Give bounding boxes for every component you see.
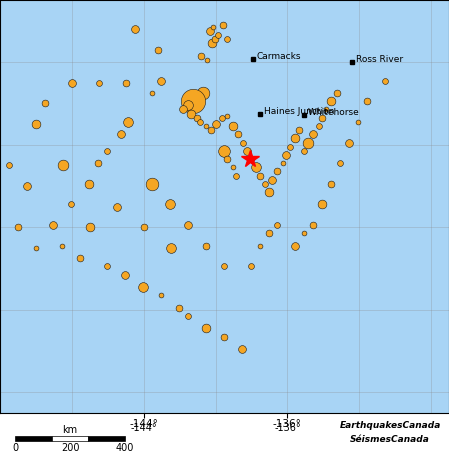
Text: -144°: -144° bbox=[129, 419, 158, 429]
Text: 0: 0 bbox=[12, 443, 18, 453]
Text: -136°: -136° bbox=[273, 419, 302, 429]
Text: SéismesCanada: SéismesCanada bbox=[350, 435, 430, 443]
Text: Ross River: Ross River bbox=[356, 56, 403, 64]
Bar bbox=[15, 436, 52, 441]
Text: Haines Junction: Haines Junction bbox=[264, 106, 335, 116]
Text: EarthquakesCanada: EarthquakesCanada bbox=[339, 420, 440, 430]
Bar bbox=[88, 436, 125, 441]
Text: km: km bbox=[62, 425, 78, 435]
Bar bbox=[52, 436, 88, 441]
Text: Carmacks: Carmacks bbox=[257, 52, 301, 61]
Text: Whitehorse: Whitehorse bbox=[308, 108, 360, 117]
Text: 400: 400 bbox=[116, 443, 134, 453]
Text: 200: 200 bbox=[61, 443, 79, 453]
